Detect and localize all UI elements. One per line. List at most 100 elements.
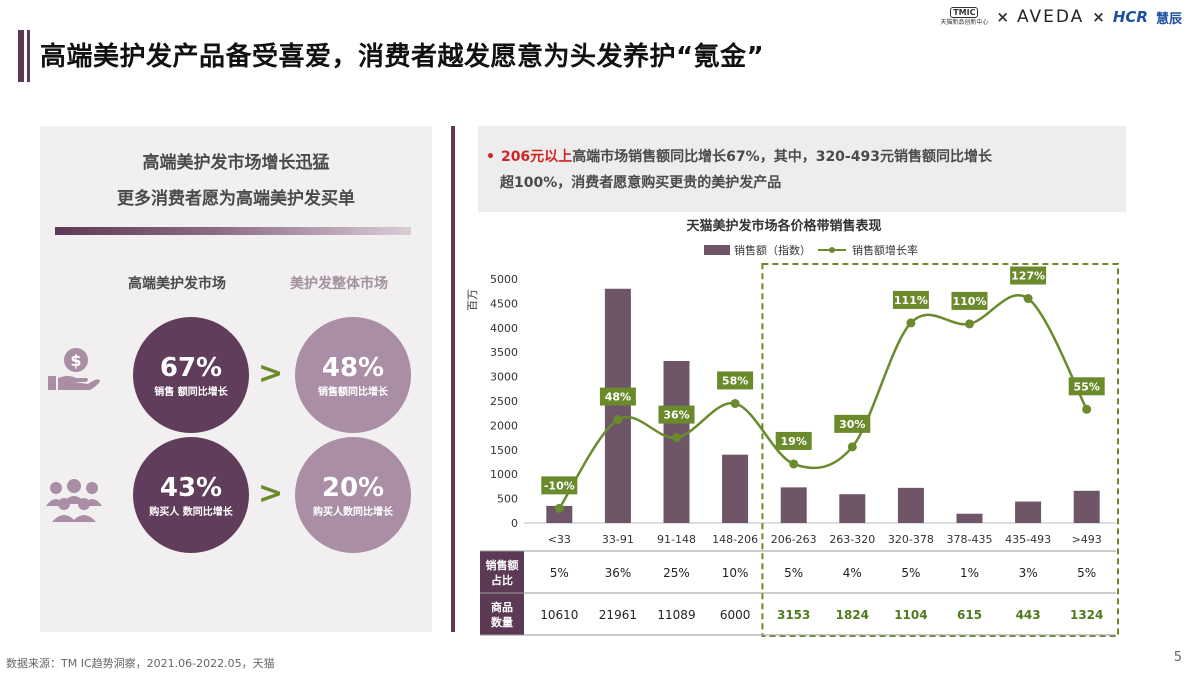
table-cell: 36%	[605, 566, 632, 580]
growth-data-label: 30%	[839, 418, 865, 431]
legend-bar-swatch	[704, 245, 730, 255]
growth-line-path	[558, 294, 1088, 510]
highlight-dashed-box	[761, 263, 1119, 637]
high-end-buyer-growth-label: 购买人 数同比增长	[149, 506, 233, 518]
table-row-label: 占比	[491, 573, 513, 587]
growth-label-box	[951, 291, 988, 310]
x-tick-label: 378-435	[947, 533, 993, 546]
table-cell: 443	[1016, 608, 1041, 622]
title-accent-bar-thin	[27, 30, 30, 82]
highlight-box-group	[761, 263, 1119, 637]
growth-point-91-148	[672, 433, 681, 443]
y-tick-label: 3500	[490, 346, 518, 359]
y-axis: 0 500 1000 1500 2000 2500 3000 3500 4000 4500 5000	[490, 273, 1116, 530]
table-row-label: 销售额	[486, 558, 519, 572]
hcr-logo: HCR	[1112, 8, 1148, 26]
growth-label-box	[1068, 377, 1105, 396]
x-tick-label: 33-91	[602, 533, 634, 546]
column-label-overall: 美护发整体市场	[290, 276, 388, 292]
aveda-logo: AVEDA	[1016, 7, 1085, 27]
table-cell: 5%	[901, 566, 920, 580]
growth-label-box	[541, 476, 578, 495]
table-row-label: 商品	[491, 600, 513, 614]
growth-point-263-320	[847, 442, 857, 452]
x-tick-label: 263-320	[829, 533, 875, 546]
high-end-buyer-growth-circle: 43% 购买人 数同比增长	[133, 437, 249, 553]
growth-label-box	[717, 371, 754, 390]
tmic-logo-text: 天猫新品创新中心	[940, 19, 989, 26]
overall-buyer-growth-circle: 20% 购买人数同比增长	[295, 437, 411, 553]
callout-text: • 206元以上高端市场销售额同比增长67%，其中，320-493元销售额同比增长…	[486, 144, 1122, 196]
growth-label-box	[1010, 266, 1047, 285]
table-cell: 5%	[1077, 566, 1096, 580]
bar-33-91	[604, 288, 631, 523]
greater-than-sign-2: >	[258, 476, 284, 511]
table-cell: 10%	[722, 566, 749, 580]
legend-line-marker	[829, 247, 835, 253]
y-tick-label: 5000	[490, 273, 518, 286]
growth-data-label: 48%	[605, 391, 631, 404]
callout-highlight: 206元以上	[500, 149, 573, 165]
table-cell: 25%	[663, 566, 690, 580]
hcr-logo-cn: 慧辰	[1155, 11, 1182, 27]
table-row-label: 数量	[491, 615, 513, 629]
growth-point-<33	[554, 503, 564, 513]
high-end-buyer-growth-value: 43%	[159, 472, 223, 503]
greater-than-sign-1: >	[258, 356, 284, 391]
growth-data-label: 36%	[663, 409, 689, 422]
vertical-divider	[451, 126, 455, 632]
price-band-chart: 天猫美护发市场各价格带销售表现 销售额（指数） 销售额增长率 百万 0 500 10…	[466, 218, 1119, 637]
bar-263-320	[839, 494, 866, 523]
x-tick-label: 148-206	[712, 533, 758, 546]
growth-point-206-263	[789, 459, 799, 469]
high-end-sales-growth-value: 67%	[159, 352, 223, 383]
x-tick-label: 320-378	[888, 533, 934, 546]
callout-text-line1: 高端市场销售额同比增长67%，其中，320-493元销售额同比增长	[572, 149, 992, 165]
growth-point-148-206	[730, 398, 740, 408]
growth-data-label: 111%	[894, 294, 928, 307]
growth-label-box	[658, 405, 695, 424]
callout-text-line2: 超100%，消费者愿意购买更贵的美护发产品	[500, 175, 782, 191]
overall-sales-growth-circle: 48% 销售额同比增长	[295, 317, 411, 433]
growth-data-label: 110%	[953, 295, 987, 308]
overall-buyer-growth-label: 购买人数同比增长	[313, 506, 393, 518]
page-title: 高端美护发产品备受喜爱，消费者越发愿意为头发养护“氪金”	[40, 42, 765, 72]
table-cell: 5%	[550, 566, 569, 580]
bar->493	[1073, 490, 1100, 523]
data-source-footnote: 数据来源：TM IC趋势洞察，2021.06-2022.05，天猫	[6, 657, 275, 670]
logo-times-1: ×	[996, 8, 1009, 26]
bar-206-263	[780, 487, 807, 523]
overall-sales-growth-value: 48%	[321, 352, 385, 383]
svg-text:$: $	[70, 351, 81, 370]
table-cell: 10610	[540, 608, 578, 622]
tmic-logo: TMIC 天猫新品创新中心	[940, 7, 988, 27]
table-cell: 615	[957, 608, 982, 622]
bar-435-493	[1015, 501, 1042, 523]
callout-bullet: •	[486, 149, 495, 165]
y-tick-label: 1000	[490, 468, 518, 481]
growth-point-320-378	[906, 318, 916, 328]
table-cell: 4%	[843, 566, 862, 580]
y-tick-label: 2500	[490, 395, 518, 408]
growth-line-series: -10% 48% 36% 58% 19% 30% 111% 110% 127% 55%	[541, 266, 1105, 513]
x-axis-labels: <33 33-91 91-148 148-206 206-263 263-320 320-3…	[548, 533, 1102, 546]
x-tick-label: >493	[1072, 533, 1102, 546]
y-axis-label: 百万	[466, 289, 479, 311]
bar-378-435	[956, 513, 983, 523]
growth-data-label: 127%	[1011, 270, 1045, 283]
overall-buyer-growth-value: 20%	[321, 472, 385, 503]
x-tick-label: 91-148	[657, 533, 696, 546]
y-tick-label: 3000	[490, 371, 518, 384]
table-cell: 21961	[599, 608, 637, 622]
left-gradient-divider	[55, 227, 411, 235]
growth-data-label: -10%	[544, 479, 575, 492]
growth-data-label: 55%	[1074, 380, 1100, 393]
growth-label-box	[599, 387, 636, 406]
x-tick-label: <33	[548, 533, 571, 546]
y-tick-label: 1500	[490, 444, 518, 457]
bar-series	[546, 288, 1100, 523]
table-cell: 1104	[894, 608, 927, 622]
left-heading-line2: 更多消费者愿为高端美护发买单	[117, 189, 355, 209]
growth-data-label: 19%	[781, 435, 807, 448]
y-tick-label: 500	[497, 493, 518, 506]
